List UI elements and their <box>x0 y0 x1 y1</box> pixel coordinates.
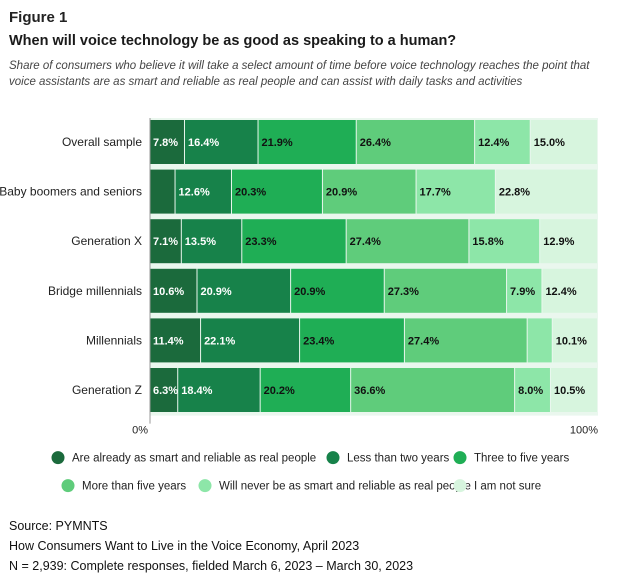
category-label: Baby boomers and seniors <box>0 185 142 199</box>
data-label: 20.9% <box>326 187 357 199</box>
chart-title: When will voice technology be as good as… <box>9 33 457 49</box>
category-label: Bridge millennials <box>48 284 142 298</box>
data-label: 7.8% <box>153 137 178 149</box>
bar-segment <box>184 120 258 164</box>
bar-segment <box>150 268 197 313</box>
data-label: 11.4% <box>153 335 184 347</box>
data-label: 26.4% <box>360 137 391 149</box>
bar-segment <box>291 268 384 313</box>
bar-segment <box>150 219 181 264</box>
data-label: 36.6% <box>354 385 385 397</box>
legend-entry: Three to five years <box>474 453 569 465</box>
legend-marker <box>453 479 467 493</box>
bar-segment <box>178 368 260 412</box>
bar-segment <box>197 268 291 313</box>
legend-marker <box>61 479 75 493</box>
bar-segment <box>515 368 550 412</box>
bar-segment <box>150 169 175 214</box>
data-label: 23.4% <box>303 335 334 347</box>
bar-segment <box>242 219 346 264</box>
data-label: 22.8% <box>499 187 530 199</box>
bar-segment <box>530 120 597 164</box>
category-label: Millennials <box>86 333 142 347</box>
bar-segment <box>150 368 178 412</box>
bar-segment <box>150 318 201 363</box>
data-label: 6.3% <box>153 385 178 397</box>
data-label: 12.9% <box>543 236 574 248</box>
bar-segment <box>507 268 542 313</box>
bar-segment <box>260 368 351 412</box>
category-label: Generation Z <box>72 383 142 397</box>
data-label: 10.5% <box>554 385 585 397</box>
bar-segment <box>552 318 597 363</box>
data-label: 27.4% <box>350 236 381 248</box>
data-label: 15.0% <box>534 137 565 149</box>
data-label: 7.9% <box>510 286 535 298</box>
footer-sample: N = 2,939: Complete responses, fielded M… <box>9 559 414 573</box>
data-label: 12.4% <box>478 137 509 149</box>
data-label: 22.1% <box>204 335 235 347</box>
footer-source: Source: PYMNTS <box>9 519 108 533</box>
data-label: 23.3% <box>245 236 276 248</box>
bar-segment <box>300 318 404 363</box>
x-tick-label: 100% <box>570 425 598 437</box>
legend-entry: I am not sure <box>474 481 541 493</box>
data-label: 16.4% <box>188 137 219 149</box>
legend-marker <box>198 479 212 493</box>
legend-marker <box>453 451 467 465</box>
data-label: 15.8% <box>472 236 503 248</box>
data-label: 27.4% <box>408 335 439 347</box>
footer-report: How Consumers Want to Live in the Voice … <box>9 539 360 553</box>
bar-segment <box>150 120 184 164</box>
bar-segment <box>181 219 242 264</box>
bar-segment <box>346 219 469 264</box>
legend-entry: More than five years <box>82 481 186 493</box>
x-tick-label: 0% <box>132 425 148 437</box>
data-label: 18.4% <box>181 385 212 397</box>
legend-marker <box>326 451 340 465</box>
chart-footer: Source: PYMNTS How Consumers Want to Liv… <box>9 516 413 576</box>
bar-segment <box>416 169 495 214</box>
bar-segment <box>527 318 552 363</box>
data-label: 10.1% <box>556 335 587 347</box>
bar-segment <box>175 169 231 214</box>
category-label: Generation X <box>71 234 142 248</box>
data-label: 10.6% <box>153 286 184 298</box>
data-label: 12.6% <box>179 187 210 199</box>
data-label: 17.7% <box>420 187 451 199</box>
data-label: 13.5% <box>185 236 216 248</box>
bar-segment <box>475 120 530 164</box>
data-label: 7.1% <box>153 236 178 248</box>
data-label: 20.2% <box>264 385 295 397</box>
bar-segment <box>231 169 322 214</box>
bar-segment <box>495 169 597 214</box>
data-label: 12.4% <box>545 286 576 298</box>
figure-label: Figure 1 <box>9 9 68 26</box>
bar-segment <box>384 268 507 313</box>
stacked-bar-chart: Overall sample 7.8% 16.4% 21.9% 26.4% 12.4% 15… <box>0 118 598 493</box>
bar-segment <box>404 318 527 363</box>
bar-segment <box>542 268 597 313</box>
plot-background <box>150 118 598 416</box>
bar-segment <box>469 219 540 264</box>
bar-segment <box>201 318 300 363</box>
category-label: Overall sample <box>62 135 142 149</box>
legend-entry: Are already as smart and reliable as rea… <box>72 453 316 465</box>
legend-entry: Will never be as smart and reliable as r… <box>219 481 471 493</box>
bar-segment <box>322 169 416 214</box>
data-label: 20.9% <box>200 286 231 298</box>
bar-segment <box>540 219 597 264</box>
data-label: 27.3% <box>388 286 419 298</box>
data-label: 8.0% <box>518 385 543 397</box>
data-label: 20.9% <box>294 286 325 298</box>
bar-segment <box>258 120 356 164</box>
data-label: 20.3% <box>235 187 266 199</box>
bar-segment <box>550 368 597 412</box>
bar-segment <box>356 120 475 164</box>
legend-marker <box>51 451 65 465</box>
data-label: 21.9% <box>262 137 293 149</box>
chart-subtitle: Share of consumers who believe it will t… <box>9 60 590 88</box>
legend-entry: Less than two years <box>347 453 450 465</box>
bar-segment <box>351 368 515 412</box>
